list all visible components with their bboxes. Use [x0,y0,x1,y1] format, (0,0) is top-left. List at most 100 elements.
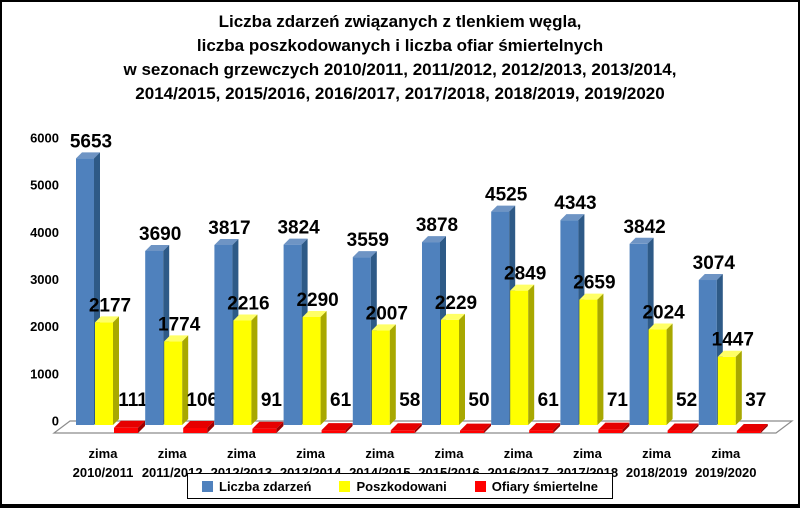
bar-face-series2 [321,430,346,433]
bar-side-series2 [553,423,561,433]
bar-face-series0 [560,220,579,425]
bar-face-series2 [529,430,554,433]
x-axis-label-prefix: zima [573,446,603,461]
bar-side-series1 [182,335,189,425]
bar-top-series2 [667,423,699,431]
bar-side-series2 [691,423,699,433]
bar-face-series0 [698,280,717,425]
legend-item: Ofiary śmiertelne [474,478,598,494]
bar-face-series1 [441,319,459,425]
bar-top-series2 [390,423,422,431]
bar-face-series1 [510,290,529,425]
bar-top-series0 [698,274,723,281]
value-label-series2: 61 [538,390,560,411]
bar-side-series2 [276,421,284,433]
value-label-series2: 106 [186,390,218,411]
value-label-series0: 3559 [347,230,389,251]
x-axis-label-season: 2019/2020 [695,465,756,480]
bar-side-series2 [414,423,422,433]
value-label-series1: 2849 [504,264,546,285]
bar-face-series0 [352,257,371,425]
bar-face-series1 [648,329,667,425]
bar-face-series2 [736,431,761,433]
legend-swatch-icon [339,480,351,492]
x-axis-label-prefix: zima [365,446,395,461]
bar-face-series2 [598,429,623,433]
bar-top-series1 [164,335,189,342]
bar-face-series1 [371,330,390,425]
bar-face-series2 [114,427,138,433]
bar-top-series2 [529,423,561,431]
bar-side-series1 [666,323,673,425]
bar-top-series0 [560,214,585,221]
bar-top-series0 [214,238,239,245]
bar-side-series1 [389,324,396,425]
value-label-series0: 3690 [139,224,181,245]
legend-item: Liczba zdarzeń [202,479,311,494]
y-axis-tick: 3000 [30,272,59,287]
legend-label: Ofiary śmiertelne [491,478,598,494]
bar-face-series0 [145,250,164,425]
legend: Liczba zdarzeń Poszkodowani Ofiary śmierte… [187,473,613,499]
chart-title: Liczba zdarzeń związanych z tlenkiem węg… [2,10,798,106]
value-label-series2: 58 [399,390,420,411]
y-axis-tick: 2000 [30,319,59,334]
bar-top-series1 [371,324,396,331]
value-label-series0: 4343 [554,193,596,214]
bar-face-series1 [579,299,598,425]
value-label-series2: 61 [330,390,352,411]
bar-face-series2 [667,430,692,433]
x-axis-label-season: 2010/2011 [73,465,134,480]
bar-face-series0 [214,244,233,425]
bar-side-series1 [320,310,327,425]
bar-side-series2 [760,424,768,433]
bar-top-series2 [252,421,284,429]
chart-title-line: w sezonach grzewczych 2010/2011, 2011/20… [123,60,677,79]
value-label-series0: 3074 [693,253,736,274]
value-label-series1: 2229 [435,293,477,314]
x-axis-label-prefix: zima [504,446,534,461]
value-label-series0: 3824 [277,218,320,239]
y-axis-tick: 5000 [30,178,59,193]
bar-top-series2 [460,423,491,431]
bar-side-series2 [622,422,630,433]
value-label-series1: 2177 [89,295,131,316]
chart-title-line: liczba poszkodowanych i liczba ofiar śmi… [196,36,604,55]
y-axis-tick: 0 [52,414,59,429]
value-label-series1: 2216 [227,293,269,314]
chart-title-line: 2014/2015, 2015/2016, 2016/2017, 2017/20… [135,84,665,103]
bar-top-series0 [422,236,446,243]
bar-face-series0 [491,211,510,425]
bar-top-series0 [352,251,377,258]
bar-top-series0 [76,152,100,159]
bar-face-series2 [390,430,415,433]
x-axis-label-prefix: zima [711,446,741,461]
x-axis-label-prefix: zima [642,446,672,461]
bar-top-series1 [441,313,465,320]
bar-face-series0 [422,242,440,425]
bar-side-series1 [251,314,258,425]
bar-face-series1 [95,322,113,425]
bar-face-series0 [76,158,94,426]
value-label-series1: 2290 [296,290,338,311]
bar-top-series2 [598,422,630,430]
bar-side-series2 [138,420,145,433]
bar-face-series2 [183,428,208,433]
value-label-series2: 71 [607,390,629,411]
bar-side-series1 [459,313,465,425]
bar-face-series1 [717,356,736,425]
bar-side-series1 [597,293,604,425]
value-label-series0: 3878 [416,215,458,236]
y-axis-tick: 1000 [30,366,59,381]
x-axis-label-prefix: zima [435,446,465,461]
value-label-series1: 2007 [366,303,408,324]
y-axis-tick: 4000 [30,225,59,240]
bar-side-series1 [528,284,535,425]
value-label-series1: 1447 [712,330,754,351]
bar-face-series1 [302,316,321,425]
bar-top-series1 [717,350,742,357]
x-axis-label-prefix: zima [89,446,119,461]
bar-side-series2 [345,423,353,433]
legend-swatch-icon [202,480,214,492]
